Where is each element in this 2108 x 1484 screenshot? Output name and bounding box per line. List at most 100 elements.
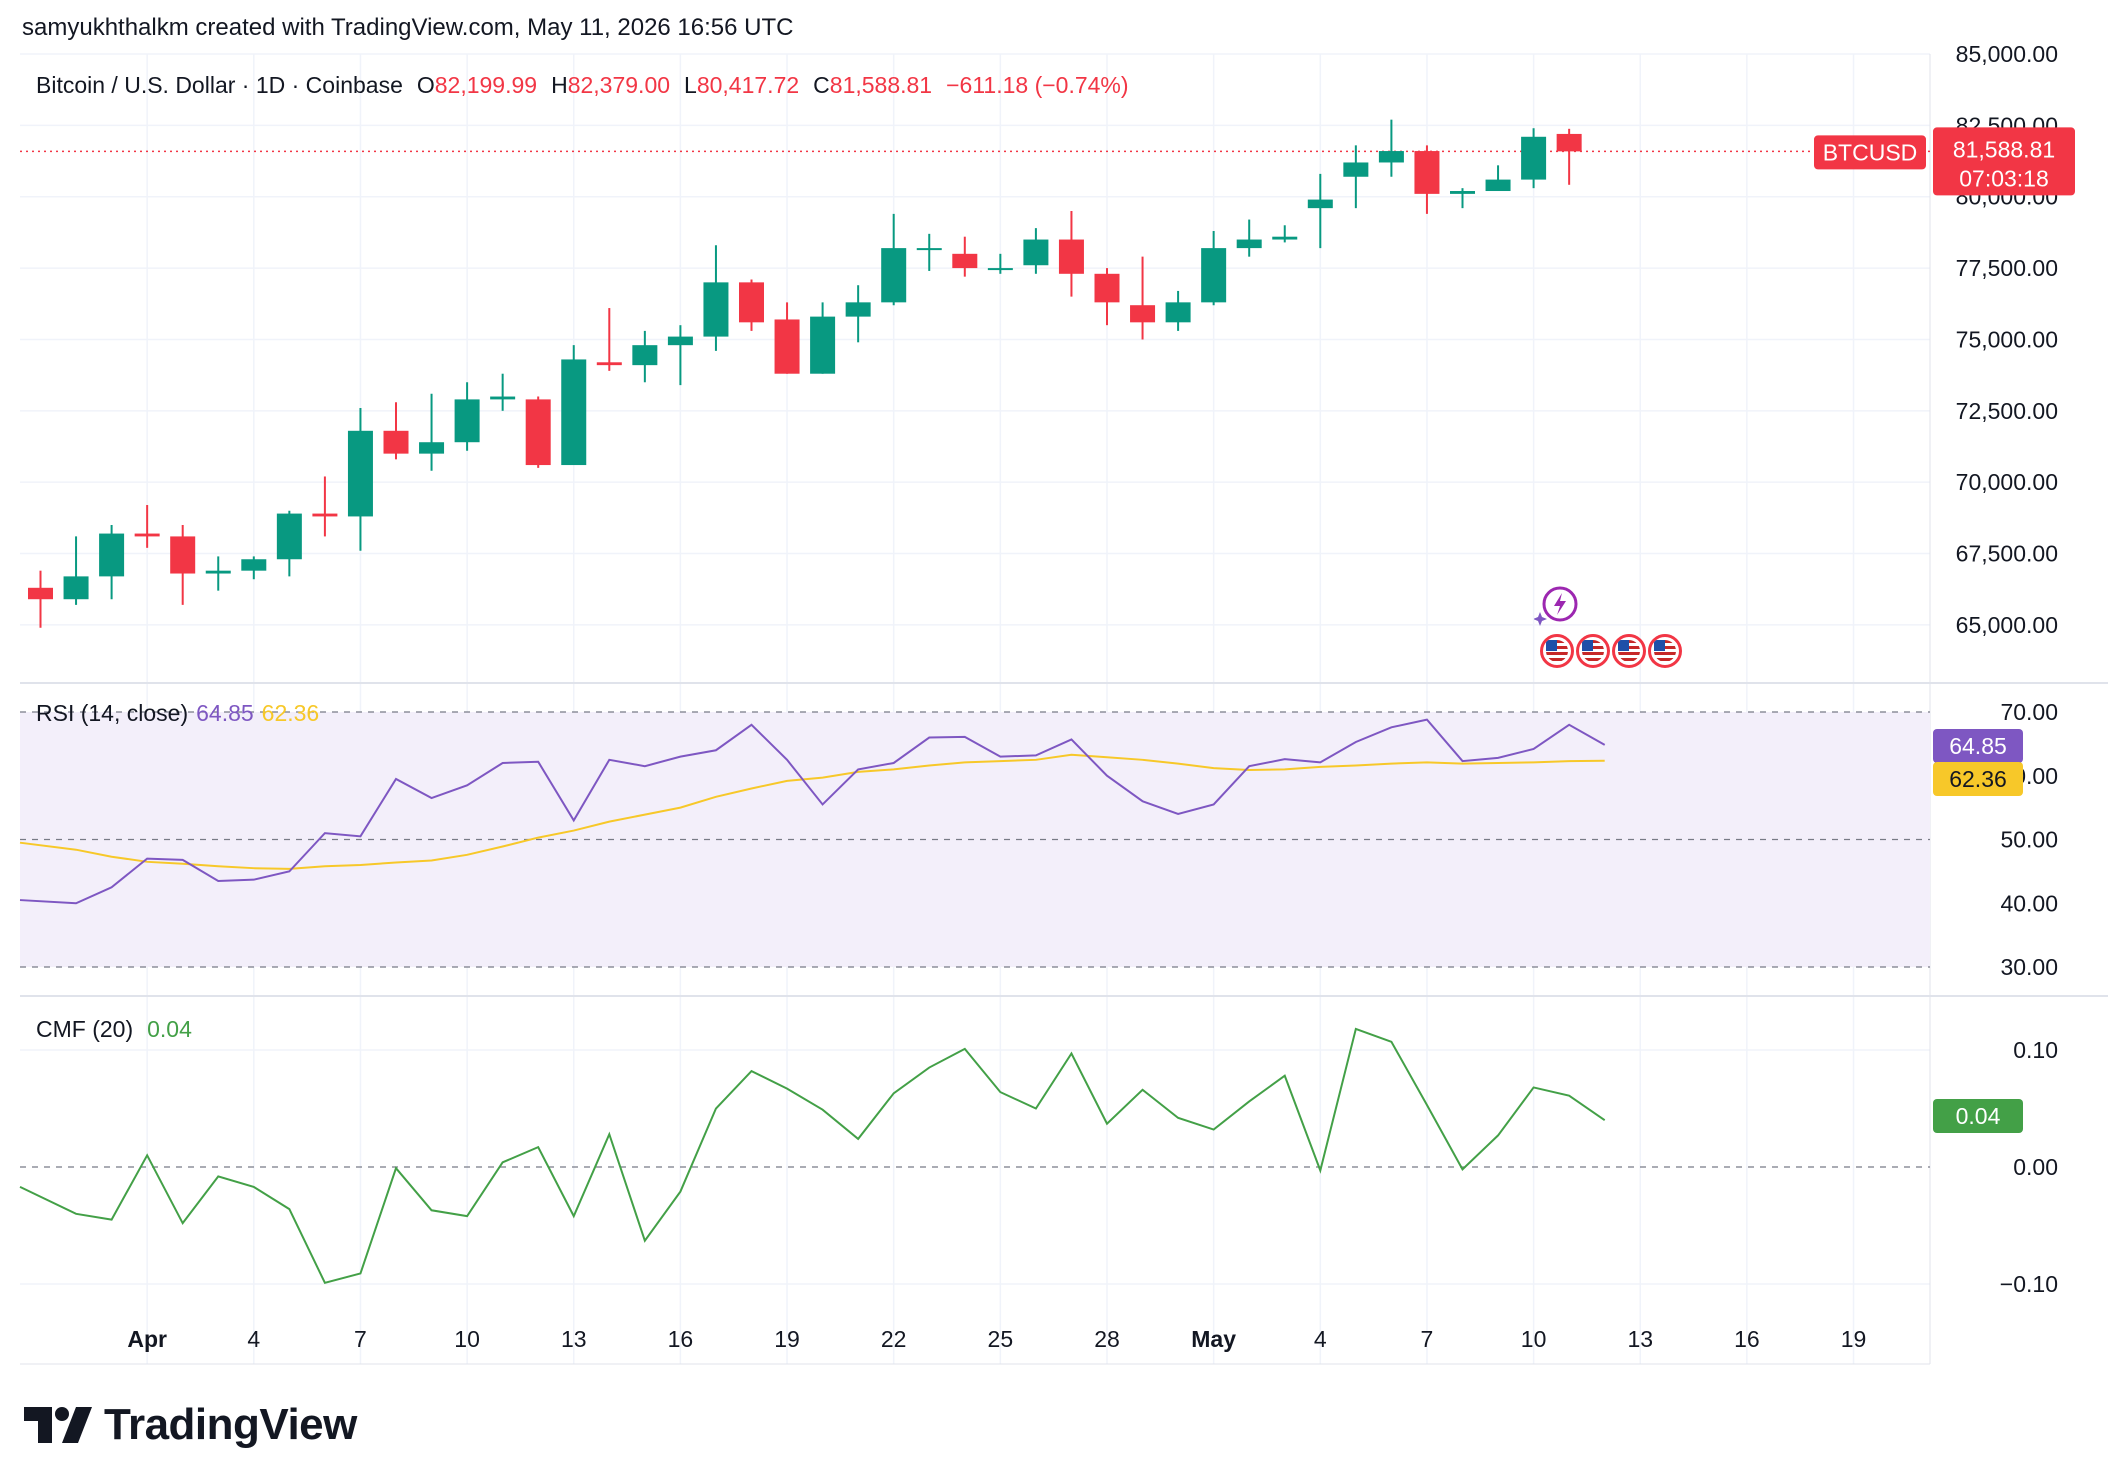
last-price-badge bbox=[1933, 127, 2075, 196]
time-tick-label: 16 bbox=[668, 1326, 694, 1352]
cmf-tick-label: 0.00 bbox=[2013, 1154, 2058, 1180]
candle-body bbox=[1272, 236, 1298, 240]
chart-attribution: samyukhthalkm created with TradingView.c… bbox=[22, 14, 794, 41]
candle bbox=[276, 510, 302, 577]
time-tick-label: 28 bbox=[1094, 1326, 1120, 1352]
price-tick-label: 65,000.00 bbox=[1956, 612, 2058, 638]
time-tick-label: 19 bbox=[774, 1326, 800, 1352]
close-label: C bbox=[813, 72, 830, 98]
candle-body bbox=[987, 268, 1013, 271]
candle-body bbox=[667, 336, 693, 346]
candle-body bbox=[419, 442, 445, 454]
us-flag-event-icon[interactable] bbox=[1540, 634, 1574, 668]
rsi-ma-badge-text: 62.36 bbox=[1949, 766, 2007, 792]
symbol-tag-text: BTCUSD bbox=[1823, 139, 1918, 165]
lightning-event-icon[interactable] bbox=[1534, 584, 1582, 632]
rsi-line bbox=[19, 718, 1606, 905]
close-value: 81,588.81 bbox=[829, 72, 933, 98]
candle bbox=[383, 402, 409, 460]
cmf-legend: CMF (20) 0.04 bbox=[36, 1016, 200, 1043]
price-badges: BTCUSD 81,588.81 07:03:18 64.85 62.36 0.04 bbox=[1814, 127, 2075, 1133]
candle bbox=[916, 233, 942, 271]
rsi-value-badge-box bbox=[1933, 729, 2023, 763]
candle bbox=[810, 302, 836, 374]
price-pane[interactable] bbox=[28, 119, 1582, 628]
open-label: O bbox=[416, 72, 435, 98]
candle bbox=[1485, 165, 1511, 192]
low-value: 80,417.72 bbox=[696, 72, 800, 98]
candle-body bbox=[774, 319, 800, 374]
brand-name: TradingView bbox=[104, 1400, 357, 1449]
candle bbox=[1343, 145, 1369, 209]
candle-body bbox=[703, 282, 729, 337]
candle bbox=[1450, 188, 1475, 209]
time-axis[interactable]: Apr 4 7 10 13 16 19 22 25 28 May 4 7 10 13 16 19 bbox=[127, 1326, 1866, 1352]
symbol-tag-box bbox=[1814, 135, 1926, 170]
us-flag-event-icon[interactable] bbox=[1612, 634, 1646, 668]
cmf-tick-label: 0.10 bbox=[2013, 1037, 2058, 1063]
candle bbox=[1378, 119, 1404, 177]
time-tick-label: 10 bbox=[1521, 1326, 1547, 1352]
candle bbox=[1307, 173, 1333, 249]
cmf-line bbox=[19, 1027, 1606, 1285]
candle bbox=[703, 245, 729, 351]
rsi-tick-label: 50.00 bbox=[2000, 827, 2058, 853]
price-tick-label: 77,500.00 bbox=[1956, 255, 2058, 281]
candle bbox=[1165, 290, 1191, 331]
candle-body bbox=[490, 396, 516, 400]
candle bbox=[1414, 145, 1440, 214]
candle-body bbox=[1023, 239, 1049, 266]
rsi-ma-line bbox=[19, 753, 1605, 870]
candle-body bbox=[1378, 151, 1404, 163]
candle-body bbox=[347, 430, 373, 517]
time-tick-label: 7 bbox=[1421, 1326, 1434, 1352]
candle-body bbox=[596, 362, 622, 366]
rsi-band bbox=[20, 712, 1930, 967]
candle-body bbox=[1414, 151, 1440, 194]
candle bbox=[1130, 256, 1156, 340]
candle bbox=[596, 308, 622, 371]
candle bbox=[312, 476, 338, 537]
candle-body bbox=[1450, 191, 1475, 194]
time-tick-label: 4 bbox=[1314, 1326, 1327, 1352]
candle bbox=[987, 253, 1013, 274]
time-tick-label: 13 bbox=[1627, 1326, 1653, 1352]
time-tick-label: 13 bbox=[561, 1326, 587, 1352]
rsi-legend: RSI (14, close) 64.85 62.36 bbox=[36, 700, 327, 727]
rsi-pane[interactable] bbox=[19, 711, 1930, 968]
rsi-tick-label: 70.00 bbox=[2000, 699, 2058, 725]
candle-body bbox=[916, 248, 942, 251]
open-value: 82,199.99 bbox=[434, 72, 538, 98]
rsi-ma-badge-box bbox=[1933, 762, 2023, 796]
candle-body bbox=[312, 513, 338, 517]
time-tick-label: 4 bbox=[247, 1326, 260, 1352]
candle-body bbox=[99, 533, 125, 577]
candle-body bbox=[170, 536, 196, 574]
candle-body bbox=[1058, 239, 1084, 274]
candle-body bbox=[1165, 302, 1191, 323]
candle bbox=[63, 536, 89, 605]
price-change: −611.18 (−0.74%) bbox=[946, 72, 1129, 98]
candle-body bbox=[845, 302, 871, 317]
candle-body bbox=[1236, 239, 1262, 249]
candle bbox=[1521, 128, 1547, 189]
candle-body bbox=[1485, 179, 1511, 192]
candle bbox=[205, 556, 231, 591]
cmf-pane[interactable] bbox=[19, 1027, 1930, 1285]
time-tick-label: 19 bbox=[1841, 1326, 1867, 1352]
pane-separators bbox=[20, 54, 2108, 1365]
candle bbox=[1272, 225, 1298, 243]
candle-body bbox=[1307, 199, 1333, 209]
time-tick-label: 25 bbox=[988, 1326, 1014, 1352]
us-flag-event-icon[interactable] bbox=[1648, 634, 1682, 668]
candle-body bbox=[1130, 305, 1156, 323]
us-flag-event-icon[interactable] bbox=[1576, 634, 1610, 668]
candle bbox=[1058, 211, 1084, 297]
candle-body bbox=[1556, 133, 1582, 152]
time-tick-label: 10 bbox=[454, 1326, 480, 1352]
candle-body bbox=[739, 282, 764, 323]
candle-body bbox=[810, 316, 836, 374]
cmf-title: CMF (20) bbox=[36, 1016, 134, 1042]
rsi-title: RSI (14, close) bbox=[36, 700, 189, 726]
